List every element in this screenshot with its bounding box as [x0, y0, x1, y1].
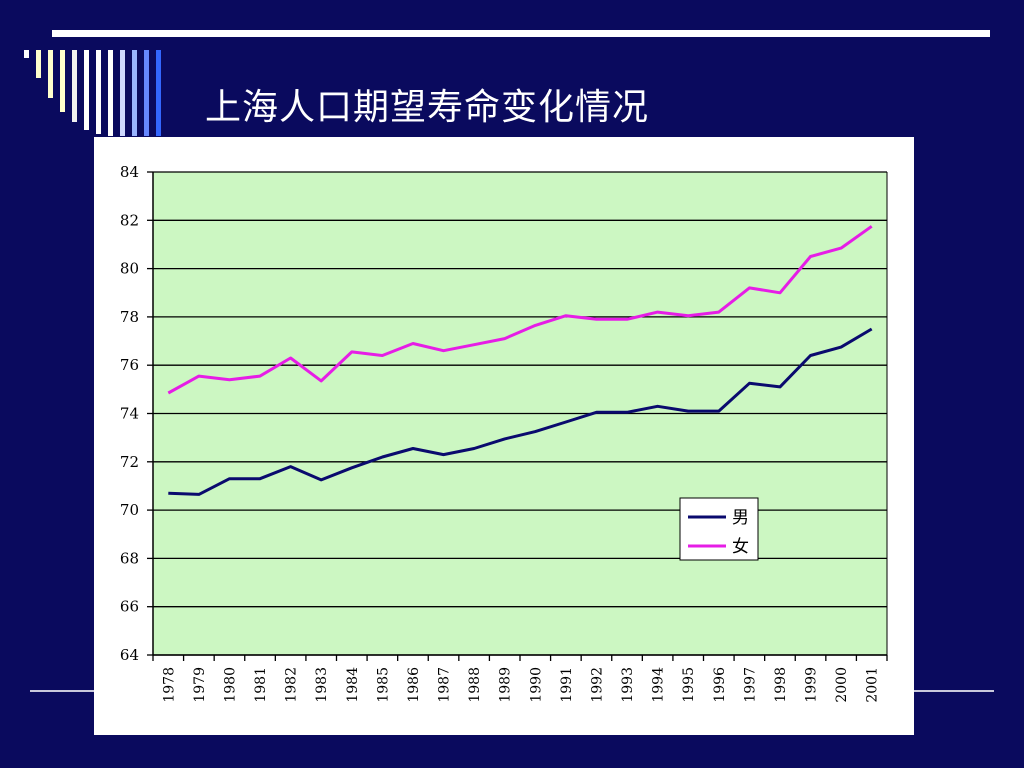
x-tick-label: 1993: [620, 667, 636, 703]
x-tick-label: 1980: [222, 667, 238, 703]
x-tick-label: 1985: [375, 667, 391, 703]
y-tick-label: 66: [120, 598, 139, 616]
x-tick-label: 1988: [467, 667, 483, 703]
bottom-rule-right: [914, 690, 994, 692]
life-expectancy-chart: 64 66 68 70 72 74 76 78 80 82 84 1978 1979 1980 1981 19…: [120, 163, 888, 703]
decorative-stripe: [48, 50, 53, 98]
x-tick-label: 1978: [161, 667, 177, 703]
y-tick-label: 70: [120, 501, 139, 519]
slide-title: 上海人口期望寿命变化情况: [205, 87, 650, 128]
y-tick-label: 68: [120, 549, 139, 567]
y-tick-label: 72: [120, 453, 139, 471]
x-tick-label: 1989: [498, 667, 514, 703]
series-line: [167, 225, 873, 395]
x-tick-label: 1994: [651, 667, 667, 703]
bottom-rule-left: [30, 690, 94, 692]
y-tick-label: 84: [120, 163, 139, 181]
x-tick-label: 1996: [712, 667, 728, 703]
decorative-stripe: [132, 50, 137, 136]
x-tick-label: 1992: [589, 667, 605, 703]
x-tick-label: 1997: [742, 667, 758, 703]
decorative-stripe: [96, 50, 101, 134]
x-tick-label: 1991: [559, 667, 575, 703]
decorative-stripe: [120, 50, 125, 136]
decorative-stripe: [72, 50, 77, 122]
x-tick-label: 1986: [406, 667, 422, 703]
x-tick-label: 1999: [804, 667, 820, 703]
decorative-stripe: [156, 50, 161, 136]
decorative-stripe: [144, 50, 149, 136]
decorative-stripe: [60, 50, 65, 112]
y-tick-label: 64: [120, 646, 139, 664]
decorative-stripe: [108, 50, 113, 136]
legend-label: 女: [732, 537, 749, 557]
legend-box: [679, 497, 759, 561]
legend-label: 男: [732, 508, 749, 528]
x-tick-label: 1979: [192, 667, 208, 703]
top-rule: [52, 30, 990, 37]
decorative-bars: [24, 50, 174, 140]
x-tick-label: 2000: [834, 667, 850, 703]
series-line: [168, 327, 873, 496]
decorative-stripe: [36, 50, 41, 78]
x-tick-label: 1990: [528, 667, 544, 703]
decorative-stripe: [84, 50, 89, 130]
x-tick-label: 1983: [314, 667, 330, 703]
x-tick-label: 1998: [773, 667, 789, 703]
y-tick-label: 82: [120, 211, 139, 229]
x-tick-label: 1981: [253, 667, 269, 703]
y-tick-label: 74: [120, 405, 139, 423]
x-tick-label: 1995: [681, 667, 697, 703]
y-tick-label: 78: [120, 308, 139, 326]
y-tick-label: 76: [120, 356, 139, 374]
y-tick-label: 80: [120, 260, 139, 278]
x-tick-label: 1982: [284, 667, 300, 703]
x-tick-label: 1984: [345, 667, 361, 703]
decorative-stripe: [24, 50, 29, 58]
x-tick-label: 2001: [865, 667, 881, 703]
x-tick-label: 1987: [437, 667, 453, 703]
chart-panel: 64 66 68 70 72 74 76 78 80 82 84 1978 1979 1980 1981 19…: [94, 137, 914, 735]
